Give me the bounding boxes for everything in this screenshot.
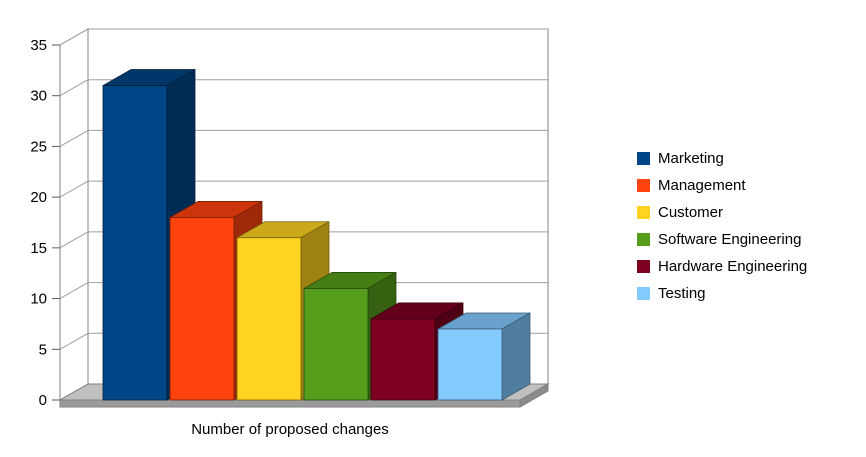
y-tick-label: 25 <box>30 138 47 155</box>
legend-label-0: Marketing <box>658 150 724 167</box>
y-tick-label: 15 <box>30 240 47 257</box>
legend-label-3: Software Engineering <box>658 231 802 248</box>
y-tick-label: 5 <box>39 341 47 358</box>
y-tick-label: 20 <box>30 189 47 206</box>
bar-front-0 <box>102 85 168 401</box>
legend-swatch-0 <box>637 152 650 165</box>
gridline-left-wall <box>59 231 89 249</box>
gridline-left-wall <box>59 28 89 46</box>
floor-side <box>519 383 549 408</box>
gridline-left-wall <box>59 180 89 198</box>
y-tick-label: 35 <box>30 37 47 54</box>
legend-swatch-2 <box>637 206 650 219</box>
x-axis-title: Number of proposed changes <box>191 421 389 438</box>
bar-front-1 <box>169 217 235 401</box>
bar-front-2 <box>236 237 302 401</box>
bar-front-3 <box>303 288 369 401</box>
legend-item-5: Testing <box>637 284 807 303</box>
bar-front-5 <box>437 328 503 401</box>
gridline-left-wall <box>59 282 89 300</box>
legend-item-0: Marketing <box>637 149 807 168</box>
legend-swatch-5 <box>637 287 650 300</box>
legend-item-1: Management <box>637 176 807 195</box>
y-tick-label: 0 <box>39 392 47 409</box>
legend-label-5: Testing <box>658 285 706 302</box>
legend-swatch-4 <box>637 260 650 273</box>
legend-item-3: Software Engineering <box>637 230 807 249</box>
floor-front <box>59 399 521 408</box>
gridline-left-wall <box>59 332 89 350</box>
bar-front-4 <box>370 318 436 401</box>
y-tick-label: 10 <box>30 291 47 308</box>
left-wall <box>59 28 89 401</box>
y-tick-label: 30 <box>30 88 47 105</box>
legend-label-1: Management <box>658 177 746 194</box>
legend-swatch-1 <box>637 179 650 192</box>
legend-label-4: Hardware Engineering <box>658 258 808 275</box>
gridline-left-wall <box>59 79 89 97</box>
legend-item-4: Hardware Engineering <box>637 257 807 276</box>
legend-label-2: Customer <box>658 204 724 221</box>
gridline-left-wall <box>59 129 89 147</box>
legend-swatch-3 <box>637 233 650 246</box>
legend: Marketing Management Customer Software Engi… <box>637 149 807 303</box>
legend-item-2: Customer <box>637 203 807 222</box>
